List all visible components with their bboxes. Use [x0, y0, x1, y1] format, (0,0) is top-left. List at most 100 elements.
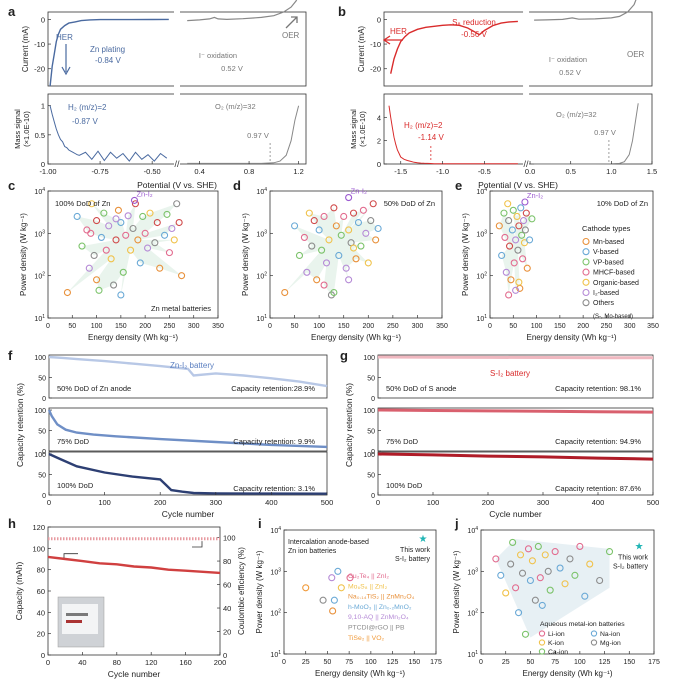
x-tick-label: 0 — [46, 658, 50, 667]
data-point — [521, 630, 530, 638]
x-axis-label: Energy density (Wh kg⁻¹) — [526, 333, 616, 342]
data-point — [90, 251, 98, 260]
data-point — [175, 218, 183, 227]
axis-break-gap — [523, 162, 530, 166]
x-tick-label: 0 — [268, 323, 272, 330]
data-point — [95, 286, 103, 294]
y2-tick-label: 0 — [223, 651, 227, 660]
y-axis-label: Mass signal — [349, 109, 358, 149]
legend-marker — [582, 278, 590, 286]
y-tick-label: 0.5 — [35, 131, 45, 140]
y-axis-label: Power density (W kg⁻¹) — [241, 213, 250, 296]
subpanel-label: 100% DoD — [57, 481, 94, 490]
shaded-region — [67, 203, 182, 295]
data-point — [322, 259, 331, 267]
pouch-cell-text — [66, 613, 88, 616]
legend-label: Ca-ion — [548, 649, 568, 656]
y-tick-label: 100 — [363, 408, 375, 415]
legend-title: Cathode types — [582, 224, 631, 233]
y-tick-label: -10 — [34, 40, 45, 49]
y-axis-label: Capacity retention (%) — [344, 383, 354, 467]
legend-label: 9,10-AQ || ZnMn₂O₄ — [348, 614, 409, 621]
data-point — [518, 231, 526, 239]
subpanel-label: 75% DoD — [57, 437, 90, 446]
data-point — [505, 291, 513, 299]
this-work-star: ★ — [635, 541, 644, 552]
annotation-s8-reduction: S₈ reduction — [452, 18, 496, 27]
data-point — [112, 215, 120, 223]
data-point — [310, 217, 318, 225]
x-tick-label: 200 — [139, 323, 151, 330]
y-tick-label: 1 — [41, 102, 45, 111]
x-axis-label: Energy density (Wh kg⁻¹) — [315, 669, 405, 678]
highlight-label: Zn-I₂ — [527, 191, 543, 200]
y-tick-label: 103 — [270, 567, 281, 576]
legend-label: VP-based — [593, 259, 624, 266]
legend-marker — [538, 639, 546, 646]
x-axis-label: Potential (V vs. SHE) — [137, 180, 217, 190]
y-axis-label: Current (mA) — [21, 26, 30, 73]
x-tick-label: 100 — [313, 323, 325, 330]
y-tick-label: 103 — [34, 229, 45, 238]
data-point — [508, 226, 516, 234]
data-point — [131, 200, 139, 208]
scatter-frame-e — [489, 190, 654, 319]
chart-title: 100% DoD of Zn — [55, 199, 110, 208]
y-axis-unit: (×1.0E-10) — [22, 111, 31, 147]
data-point — [605, 548, 614, 556]
data-point — [342, 264, 350, 272]
y-tick-label: -10 — [370, 40, 381, 49]
this-work-label: This work — [618, 554, 648, 561]
data-point — [112, 236, 120, 244]
data-point — [367, 217, 375, 225]
data-point — [541, 551, 549, 559]
data-point — [534, 542, 542, 550]
data-point — [516, 551, 525, 559]
x-tick-label: 500 — [647, 498, 660, 507]
legend-marker — [538, 630, 546, 637]
y-tick-label: 40 — [37, 608, 45, 617]
data-point — [328, 574, 336, 582]
y-tick-label: 102 — [467, 609, 478, 618]
retention-curve — [47, 409, 328, 449]
x-tick-label: 150 — [554, 323, 566, 330]
legend-label: I₂-based — [593, 290, 619, 297]
data-point — [313, 276, 321, 284]
data-point — [513, 212, 521, 221]
annotation-o2: O₂ (m/z)=32 — [556, 110, 597, 119]
chart-title: S-I₂ battery — [490, 369, 530, 378]
data-point — [303, 268, 311, 276]
data-point — [519, 217, 528, 225]
retention-text: Capacity retention: 98.1% — [555, 384, 641, 393]
data-point — [340, 212, 348, 221]
axis-break-gap — [523, 92, 530, 96]
y-tick-label: 104 — [476, 187, 487, 196]
y-tick-label: 4 — [377, 113, 381, 122]
data-point — [334, 567, 342, 575]
data-point — [102, 246, 110, 254]
panel-letter-h: h — [8, 516, 16, 531]
panel-letter-c: c — [8, 178, 15, 193]
axis-break-mark: // — [524, 159, 530, 169]
x-tick-label: 350 — [436, 323, 448, 330]
data-point — [517, 204, 525, 212]
x-tick-label: 160 — [179, 658, 192, 667]
pouch-cell-label — [62, 604, 98, 634]
annotation-h2: H₂ (m/z)=2 — [404, 121, 443, 130]
y-tick-label: 102 — [476, 272, 487, 281]
x-tick-label: 400 — [265, 498, 278, 507]
y-tick-exponent: 2 — [475, 609, 478, 615]
data-point — [73, 212, 81, 221]
annotation-i-oxidation: I⁻ oxidation — [199, 51, 237, 60]
data-point — [522, 209, 530, 217]
this-work-label: This work — [400, 547, 430, 554]
data-point — [492, 555, 500, 563]
arrow-her — [382, 35, 403, 45]
data-point — [497, 571, 505, 579]
data-point — [506, 242, 514, 250]
data-point — [510, 259, 518, 267]
retention-curve — [377, 355, 654, 360]
x-tick-label: 150 — [408, 659, 420, 666]
data-point — [528, 215, 536, 223]
annotation-o2: O₂ (m/z)=32 — [215, 102, 256, 111]
